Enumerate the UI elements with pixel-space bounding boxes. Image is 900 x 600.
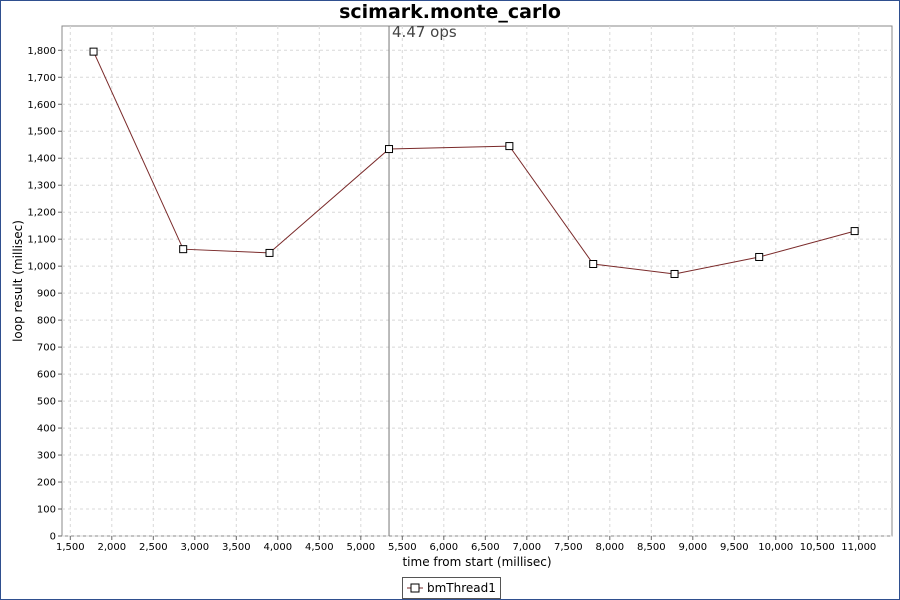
y-tick-label: 1,200 [27,208,56,219]
x-tick-label: 10,000 [758,542,793,553]
x-tick-label: 7,500 [554,542,583,553]
x-tick-label: 5,500 [388,542,417,553]
grid-layer [62,26,892,537]
x-tick-label: 6,500 [471,542,500,553]
x-tick-label: 3,500 [222,542,251,553]
y-tick-label: 900 [37,289,56,300]
y-tick-label: 100 [37,505,56,516]
data-point [265,248,274,257]
data-point [589,260,598,268]
data-point [89,47,98,56]
data-point [755,252,764,261]
x-tick-label: 9,500 [720,542,749,553]
x-tick-label: 11,000 [841,542,876,553]
x-tick-label: 2,000 [97,542,126,553]
x-tick-label: 8,500 [637,542,666,553]
y-tick-label: 1,300 [27,181,56,192]
x-tick-label: 4,000 [263,542,292,553]
legend: bmThread1 [402,577,501,599]
plot-area [61,25,893,537]
data-point [179,245,188,254]
data-point [385,145,394,154]
series-layer [89,47,859,278]
y-tick-label: 400 [37,424,56,435]
legend-swatch [407,583,423,593]
x-tick-label: 6,000 [429,542,458,553]
y-tick-label: 1,600 [27,100,56,111]
chart-title: scimark.monte_carlo [339,1,561,23]
y-tick-label: 500 [37,397,56,408]
y-tick-label: 200 [37,478,56,489]
x-tick-label: 2,500 [139,542,168,553]
x-tick-label: 3,000 [180,542,209,553]
y-tick-label: 800 [37,316,56,327]
y-tick-label: 1,500 [27,127,56,138]
y-tick-label: 1,100 [27,235,56,246]
x-tick-label: 7,000 [512,542,541,553]
data-point [505,142,514,151]
y-tick-label: 300 [37,451,56,462]
data-point [850,227,859,236]
data-point [670,269,679,278]
axis-layer: 0 100 200 300 400 500 600 700 800 900 1,000 1,100 1,… [27,46,876,553]
x-tick-label: 1,500 [56,542,85,553]
y-tick-label: 700 [37,343,56,354]
x-tick-label: 10,500 [800,542,835,553]
y-tick-label: 1,800 [27,46,56,57]
y-axis-label: loop result (millisec) [11,220,25,342]
y-tick-label: 0 [50,532,56,543]
x-tick-label: 8,000 [595,542,624,553]
x-tick-label: 4,500 [305,542,334,553]
ops-marker-label: 4.47 ops [392,23,457,41]
marker-layer: 4.47 ops [388,23,457,536]
y-tick-label: 600 [37,370,56,381]
y-tick-label: 1,700 [27,73,56,84]
y-tick-label: 1,400 [27,154,56,165]
x-axis-label: time from start (millisec) [402,555,551,569]
x-tick-label: 5,000 [346,542,375,553]
y-tick-label: 1,000 [27,262,56,273]
legend-label: bmThread1 [427,581,496,595]
x-tick-label: 9,000 [678,542,707,553]
